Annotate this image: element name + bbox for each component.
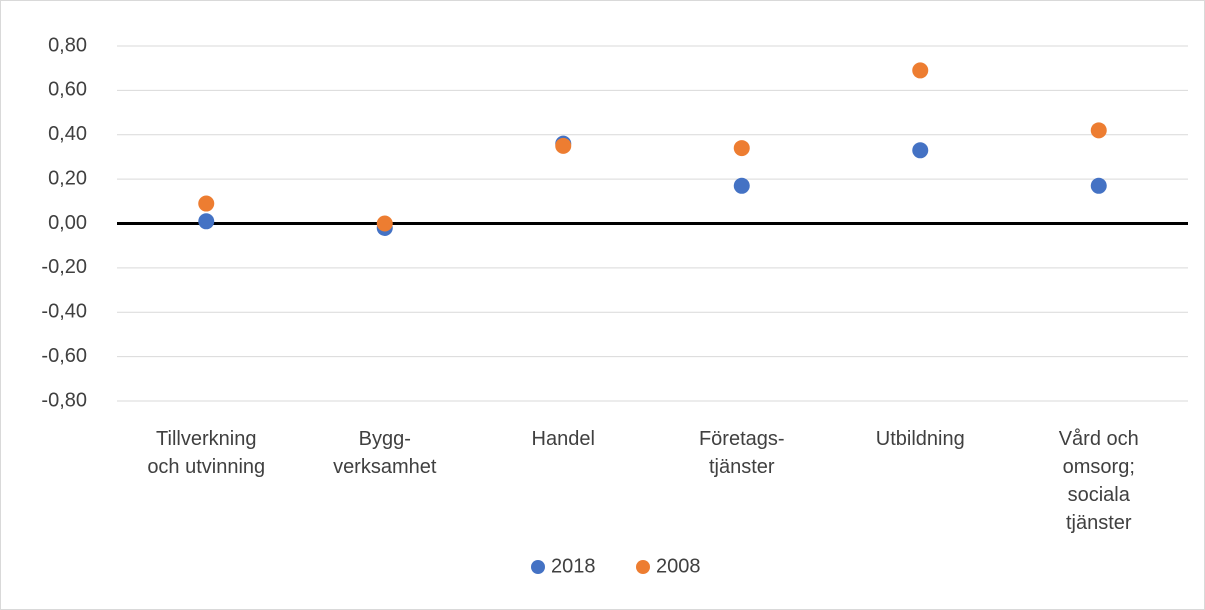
- y-tick-label: 0,60: [48, 79, 87, 101]
- y-tick-label: 0,20: [48, 167, 87, 189]
- y-tick-label: -0,20: [41, 256, 87, 278]
- legend-marker: [531, 560, 545, 574]
- x-tick-label: Företags- tjänster: [698, 428, 785, 478]
- data-point: [376, 215, 393, 232]
- legend-label: 2018: [551, 555, 596, 577]
- x-tick-label: Utbildning: [875, 428, 965, 450]
- y-tick-label: -0,60: [41, 345, 87, 367]
- data-point: [733, 140, 750, 157]
- data-point: [555, 137, 572, 154]
- y-tick-label: -0,40: [41, 301, 87, 323]
- data-point: [733, 177, 750, 194]
- x-tick-label: Vård och omsorg; sociala tjänster: [1058, 428, 1139, 534]
- y-tick-label: 0,00: [48, 212, 87, 234]
- data-point: [912, 142, 929, 159]
- y-tick-label: 0,40: [48, 123, 87, 145]
- legend-marker: [636, 560, 650, 574]
- x-tick-label: Bygg- verksamhet: [333, 428, 437, 478]
- data-point: [1090, 122, 1107, 139]
- data-point: [1090, 177, 1107, 194]
- data-point: [912, 62, 929, 79]
- data-point: [198, 213, 215, 230]
- data-point: [198, 195, 215, 212]
- legend-label: 2008: [656, 555, 701, 577]
- x-tick-label: Handel: [531, 428, 595, 450]
- y-tick-label: -0,80: [41, 389, 87, 411]
- x-tick-label: Tillverkning och utvinning: [147, 428, 266, 478]
- y-tick-label: 0,80: [48, 34, 87, 56]
